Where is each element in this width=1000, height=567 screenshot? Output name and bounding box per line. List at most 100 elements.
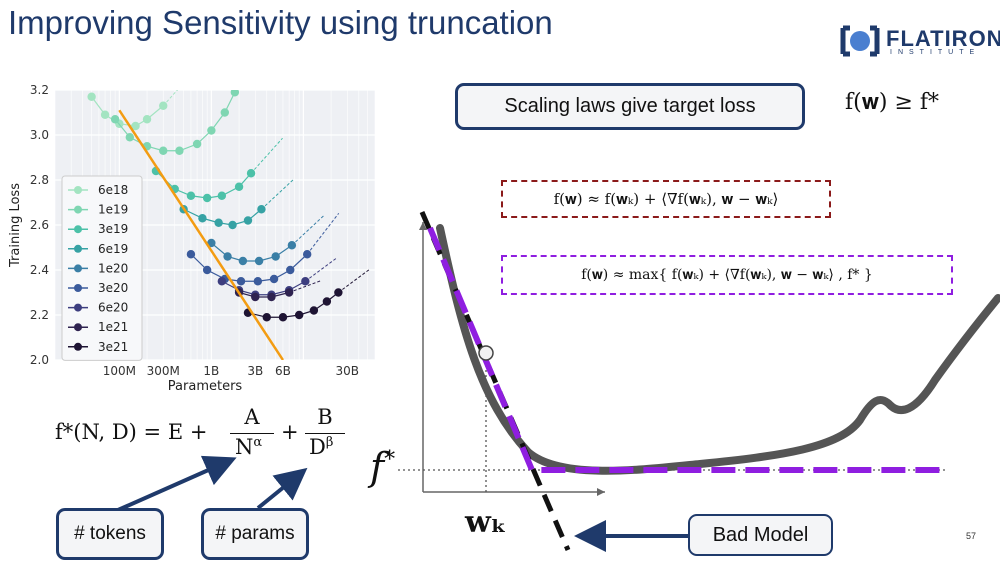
- data-point-1e21: [267, 292, 276, 302]
- y-tick-label: 3.2: [30, 83, 49, 97]
- data-point-3e20: [186, 250, 196, 259]
- data-point-3e20: [302, 250, 312, 259]
- legend-marker-3e19: [74, 225, 82, 234]
- x-tick-label: 300M: [147, 364, 180, 378]
- data-point-3e21: [262, 313, 271, 322]
- y-tick-label: 2.6: [30, 218, 49, 232]
- logo-subtitle: INSTITUTE: [890, 49, 981, 56]
- data-point-6e18: [131, 121, 140, 131]
- legend-marker-3e21: [74, 342, 82, 351]
- fstar-star: *: [384, 447, 396, 473]
- compute-optimal-frontier: [118, 109, 285, 360]
- legend-marker-1e21: [74, 323, 82, 332]
- data-point-3e20: [202, 265, 212, 275]
- series-extrapolation: [306, 212, 340, 255]
- data-point-3e21: [278, 313, 288, 322]
- y-tick-label: 2.0: [30, 353, 49, 367]
- data-point-1e19: [207, 126, 216, 135]
- x-tick-label: 100M: [103, 364, 136, 378]
- data-point-1e19: [230, 90, 240, 97]
- y-axis-label: Training Loss: [8, 183, 23, 268]
- data-point-6e18: [100, 110, 110, 119]
- x-tick-label: 6B: [275, 364, 291, 378]
- data-point-3e20: [253, 277, 263, 286]
- legend-label-6e19: 6e19: [98, 242, 128, 256]
- data-point-1e21: [284, 288, 294, 297]
- linear-approx-equation: f(𝐰) ≈ f(𝐰ₖ) + ⟨∇f(𝐰ₖ), 𝐰 − 𝐰ₖ⟩: [501, 180, 831, 218]
- series-extrapolation: [250, 137, 283, 174]
- data-point-6e18: [87, 92, 96, 101]
- legend-label-1e21: 1e21: [98, 320, 128, 334]
- data-point-1e19: [125, 133, 135, 142]
- formula-A: A: [244, 405, 260, 429]
- y-tick-label: 2.8: [30, 173, 49, 187]
- truncated-approx-equation: f(𝐰) ≈ max{ f(𝐰ₖ) + ⟨∇f(𝐰ₖ), 𝐰 − 𝐰ₖ⟩ , f…: [501, 255, 953, 295]
- legend-marker-1e19: [74, 205, 82, 214]
- data-point-1e20: [254, 256, 264, 266]
- legend-marker-1e20: [74, 264, 82, 273]
- data-point-3e19: [246, 169, 256, 178]
- scaling-laws-callout: Scaling laws give target loss: [455, 83, 805, 130]
- legend-marker-6e20: [74, 303, 82, 312]
- y-tick-label: 2.4: [30, 263, 49, 277]
- series-extrapolation: [261, 179, 294, 210]
- bad-model-callout: Bad Model: [688, 514, 833, 556]
- tokens-arrow: [117, 455, 237, 512]
- data-point-3e20: [236, 277, 246, 286]
- fstar-label: f*: [370, 445, 395, 489]
- data-point-3e20: [286, 265, 295, 275]
- data-point-3e21: [334, 288, 343, 297]
- data-point-1e19: [175, 146, 184, 155]
- data-point-1e20: [271, 252, 280, 261]
- y-tick-label: 2.2: [30, 308, 49, 322]
- chart-legend: [61, 175, 143, 361]
- target-loss-equation: f(𝐰) ≥ f*: [845, 90, 940, 115]
- current-point-marker: [478, 345, 494, 361]
- logo-name: FLATIRON: [886, 26, 1000, 51]
- data-point-6e19: [198, 214, 207, 223]
- series-extrapolation: [291, 215, 324, 246]
- x-axis-label: Parameters: [168, 379, 243, 394]
- legend-marker-6e19: [74, 244, 82, 253]
- data-point-3e19: [234, 182, 244, 191]
- flatiron-logo: FLATIRON INSTITUTE: [840, 24, 1000, 58]
- params-callout: # params: [201, 508, 309, 560]
- legend-label-1e20: 1e20: [98, 261, 128, 275]
- loss-curve: [436, 224, 1000, 475]
- legend-label-1e19: 1e19: [98, 203, 128, 217]
- formula-plus: +: [281, 420, 299, 444]
- data-point-6e18: [159, 101, 168, 110]
- series-line-1e21: [238, 291, 290, 298]
- x-tick-label: 30B: [336, 364, 360, 378]
- data-point-3e21: [322, 297, 332, 306]
- series-extrapolation: [288, 280, 321, 293]
- flatiron-logo-icon: [840, 25, 880, 57]
- formula-beta: β: [325, 435, 334, 450]
- data-point-1e19: [110, 115, 120, 124]
- slide-title: Improving Sensitivity using truncation: [8, 4, 553, 41]
- data-point-1e20: [238, 256, 248, 266]
- data-point-3e19: [202, 193, 212, 203]
- series-extrapolation: [162, 90, 179, 107]
- wk-label: 𝐰ₖ: [465, 505, 507, 540]
- data-point-6e20: [217, 277, 227, 286]
- data-point-1e20: [287, 241, 297, 250]
- data-point-6e20: [301, 277, 310, 286]
- data-point-3e19: [217, 191, 227, 200]
- legend-marker-6e18: [74, 186, 82, 194]
- data-point-1e19: [192, 139, 202, 149]
- truncated-model-line: [427, 226, 945, 473]
- legend-label-6e20: 6e20: [98, 301, 128, 315]
- formula-lhs: f*(N, D) = E +: [55, 420, 208, 444]
- series-extrapolation: [338, 268, 371, 293]
- data-point-6e19: [214, 218, 223, 227]
- formula-D: D: [309, 435, 326, 459]
- page-number: 57: [966, 531, 977, 541]
- chart-series-group: [87, 90, 371, 360]
- legend-label-3e21: 3e21: [98, 340, 128, 354]
- data-point-3e19: [186, 191, 196, 200]
- data-point-1e21: [251, 292, 260, 302]
- data-point-1e19: [220, 108, 230, 117]
